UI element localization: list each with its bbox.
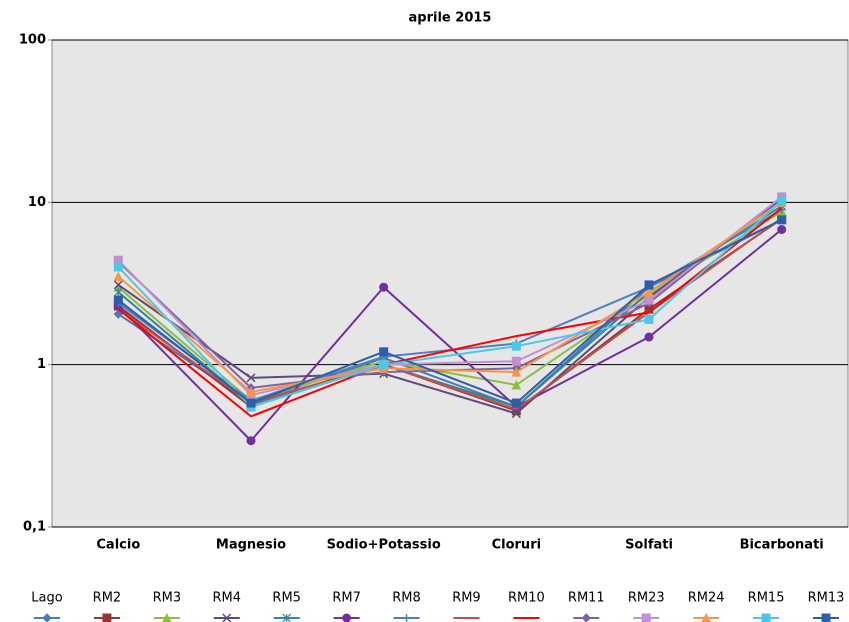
data-point	[379, 282, 389, 292]
data-point	[113, 271, 124, 281]
data-point	[511, 341, 521, 351]
series-line	[117, 218, 783, 405]
legend-label: RM5	[272, 591, 301, 606]
legend-label: RM11	[568, 591, 605, 606]
legend-marker	[162, 612, 172, 622]
legend-marker	[402, 614, 411, 622]
x-tick-label: Bicarbonati	[740, 538, 824, 553]
series-line	[117, 200, 783, 408]
y-tick-label: 10	[28, 195, 46, 210]
y-tick-label: 1	[37, 357, 46, 372]
data-point	[777, 196, 787, 206]
data-point	[113, 295, 123, 305]
chart-title: aprile 2015	[409, 11, 492, 26]
legend-label: Lago	[31, 591, 62, 606]
legend-label: RM7	[332, 591, 361, 606]
data-point	[246, 386, 256, 397]
data-point	[644, 286, 654, 297]
data-point	[644, 295, 654, 305]
legend-marker	[581, 613, 592, 622]
data-point	[644, 314, 654, 324]
data-point	[246, 373, 256, 383]
x-tick-label: Calcio	[96, 538, 140, 553]
legend-marker	[282, 613, 292, 622]
legend-marker	[42, 613, 52, 622]
x-tick-label: Solfati	[625, 538, 673, 553]
legend-label: RM8	[392, 591, 421, 606]
legend-marker	[761, 613, 771, 622]
series-line	[117, 217, 783, 411]
legend-marker	[342, 613, 352, 622]
series-line	[117, 228, 783, 443]
data-point	[511, 409, 521, 419]
legend-label: RM13	[808, 591, 845, 606]
legend-marker	[641, 613, 651, 622]
legend-label: RM2	[93, 591, 122, 606]
legend-label: RM10	[508, 591, 545, 606]
legend-label: RM23	[628, 591, 665, 606]
data-point	[777, 215, 787, 225]
x-tick-label: Sodio+Potassio	[327, 538, 441, 553]
legend-label: RM24	[688, 591, 725, 606]
data-point	[113, 309, 124, 319]
data-point	[379, 360, 389, 370]
legend-label: RM3	[153, 591, 182, 606]
legend-marker	[701, 612, 711, 622]
data-point	[113, 262, 123, 272]
data-point	[511, 366, 522, 377]
legend-marker	[222, 613, 232, 622]
data-point	[246, 436, 256, 446]
data-point	[644, 332, 654, 342]
data-point	[379, 347, 389, 357]
y-tick-label: 0,1	[23, 520, 46, 535]
x-tick-label: Magnesio	[216, 538, 286, 553]
data-point	[511, 379, 522, 390]
data-point	[246, 398, 256, 408]
legend-marker	[821, 613, 831, 622]
data-point	[511, 356, 521, 366]
data-point	[511, 398, 521, 408]
y-tick-label: 100	[19, 33, 46, 48]
legend-marker	[102, 613, 112, 622]
data-point	[644, 280, 654, 290]
series-line	[117, 207, 783, 418]
legend-label: RM4	[213, 591, 242, 606]
legend-label: RM9	[452, 591, 481, 606]
data-point	[777, 225, 787, 235]
series-line	[117, 201, 783, 393]
data-point	[113, 287, 123, 297]
legend-label: RM15	[748, 591, 785, 606]
plot-area	[51, 39, 849, 528]
x-tick-label: Cloruri	[492, 538, 541, 553]
series-line	[117, 198, 783, 415]
data-point	[113, 280, 123, 290]
